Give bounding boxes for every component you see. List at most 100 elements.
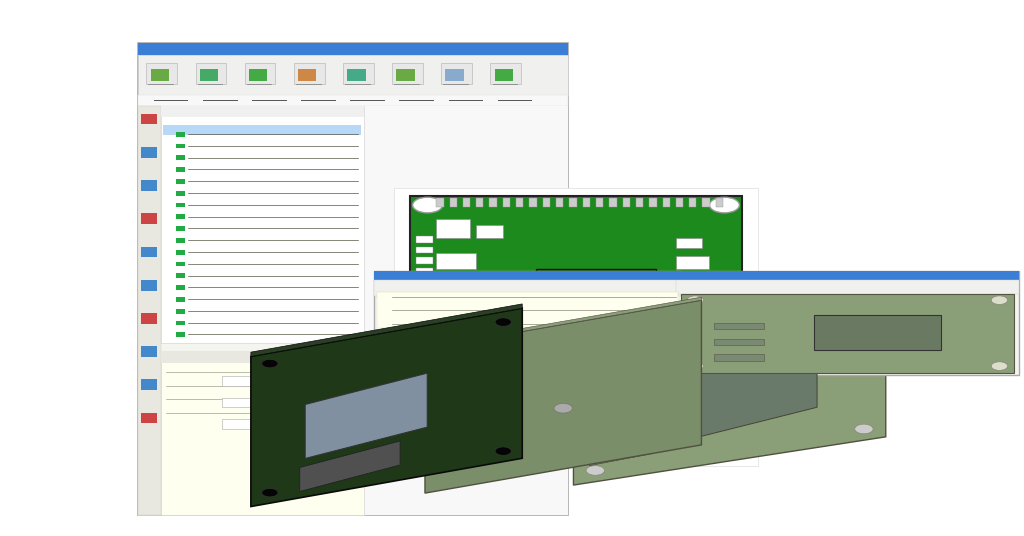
Circle shape: [599, 346, 604, 349]
Polygon shape: [589, 386, 651, 408]
Circle shape: [644, 277, 649, 279]
Bar: [507, 446, 514, 456]
Bar: [374, 271, 681, 280]
Bar: [689, 446, 696, 456]
Circle shape: [577, 277, 582, 279]
Circle shape: [495, 318, 511, 326]
Bar: [648, 446, 655, 456]
Bar: [176, 191, 185, 196]
Bar: [676, 280, 1019, 294]
Circle shape: [565, 311, 570, 314]
Circle shape: [577, 334, 582, 337]
Circle shape: [610, 323, 615, 326]
Bar: [416, 257, 433, 264]
Bar: [176, 167, 185, 172]
Bar: [476, 225, 503, 237]
Circle shape: [678, 398, 687, 403]
Bar: [176, 297, 185, 302]
Circle shape: [599, 288, 604, 291]
Bar: [476, 198, 483, 207]
Bar: [377, 292, 678, 328]
Circle shape: [543, 311, 548, 314]
Bar: [161, 106, 364, 343]
Bar: [556, 198, 563, 207]
Bar: [138, 95, 568, 106]
Bar: [608, 446, 615, 456]
Bar: [141, 413, 157, 423]
Bar: [616, 390, 676, 432]
Circle shape: [554, 369, 559, 372]
Bar: [716, 198, 723, 207]
Bar: [141, 180, 157, 191]
Bar: [347, 69, 366, 81]
Bar: [376, 297, 679, 374]
Bar: [222, 376, 358, 386]
Bar: [503, 198, 510, 207]
Circle shape: [262, 359, 279, 368]
Circle shape: [413, 197, 442, 213]
Bar: [446, 446, 454, 456]
Circle shape: [991, 362, 1008, 370]
Bar: [543, 198, 550, 207]
Circle shape: [633, 369, 638, 372]
Bar: [538, 446, 545, 456]
Circle shape: [855, 286, 873, 295]
Bar: [598, 446, 605, 456]
Bar: [663, 198, 670, 207]
Bar: [138, 55, 568, 95]
Bar: [676, 271, 1019, 375]
Bar: [699, 446, 707, 456]
Circle shape: [588, 300, 593, 302]
Bar: [436, 446, 443, 456]
Circle shape: [610, 369, 615, 372]
Bar: [416, 236, 433, 243]
Circle shape: [599, 277, 604, 279]
Bar: [669, 446, 676, 456]
Bar: [689, 198, 696, 207]
Circle shape: [554, 311, 559, 314]
Circle shape: [644, 346, 649, 349]
Circle shape: [495, 447, 511, 456]
Circle shape: [622, 369, 627, 372]
Circle shape: [610, 300, 615, 302]
Circle shape: [588, 311, 593, 314]
Bar: [430, 314, 463, 327]
Circle shape: [687, 362, 703, 370]
Circle shape: [644, 288, 649, 291]
Bar: [578, 446, 585, 456]
Circle shape: [644, 369, 649, 372]
Circle shape: [622, 311, 627, 314]
Circle shape: [577, 300, 582, 302]
Circle shape: [678, 377, 687, 382]
Circle shape: [644, 311, 649, 314]
Bar: [416, 321, 433, 327]
Bar: [469, 285, 493, 295]
Bar: [463, 198, 470, 207]
Circle shape: [543, 358, 548, 361]
Circle shape: [505, 311, 514, 316]
Bar: [396, 69, 415, 81]
Circle shape: [262, 488, 279, 497]
Circle shape: [565, 346, 570, 349]
Circle shape: [588, 346, 593, 349]
Polygon shape: [589, 425, 651, 446]
Bar: [176, 285, 185, 290]
Bar: [141, 213, 157, 224]
Bar: [416, 362, 433, 369]
Circle shape: [554, 277, 559, 279]
Circle shape: [565, 369, 570, 372]
Bar: [709, 446, 717, 456]
Circle shape: [687, 296, 703, 304]
Polygon shape: [589, 367, 651, 389]
Bar: [392, 63, 423, 84]
Circle shape: [633, 288, 638, 291]
Circle shape: [586, 466, 604, 475]
Bar: [249, 69, 267, 81]
Bar: [416, 268, 433, 274]
Bar: [176, 309, 185, 314]
Bar: [138, 43, 568, 55]
Bar: [557, 446, 565, 456]
Polygon shape: [305, 373, 427, 458]
Bar: [596, 198, 603, 207]
Bar: [457, 446, 464, 456]
